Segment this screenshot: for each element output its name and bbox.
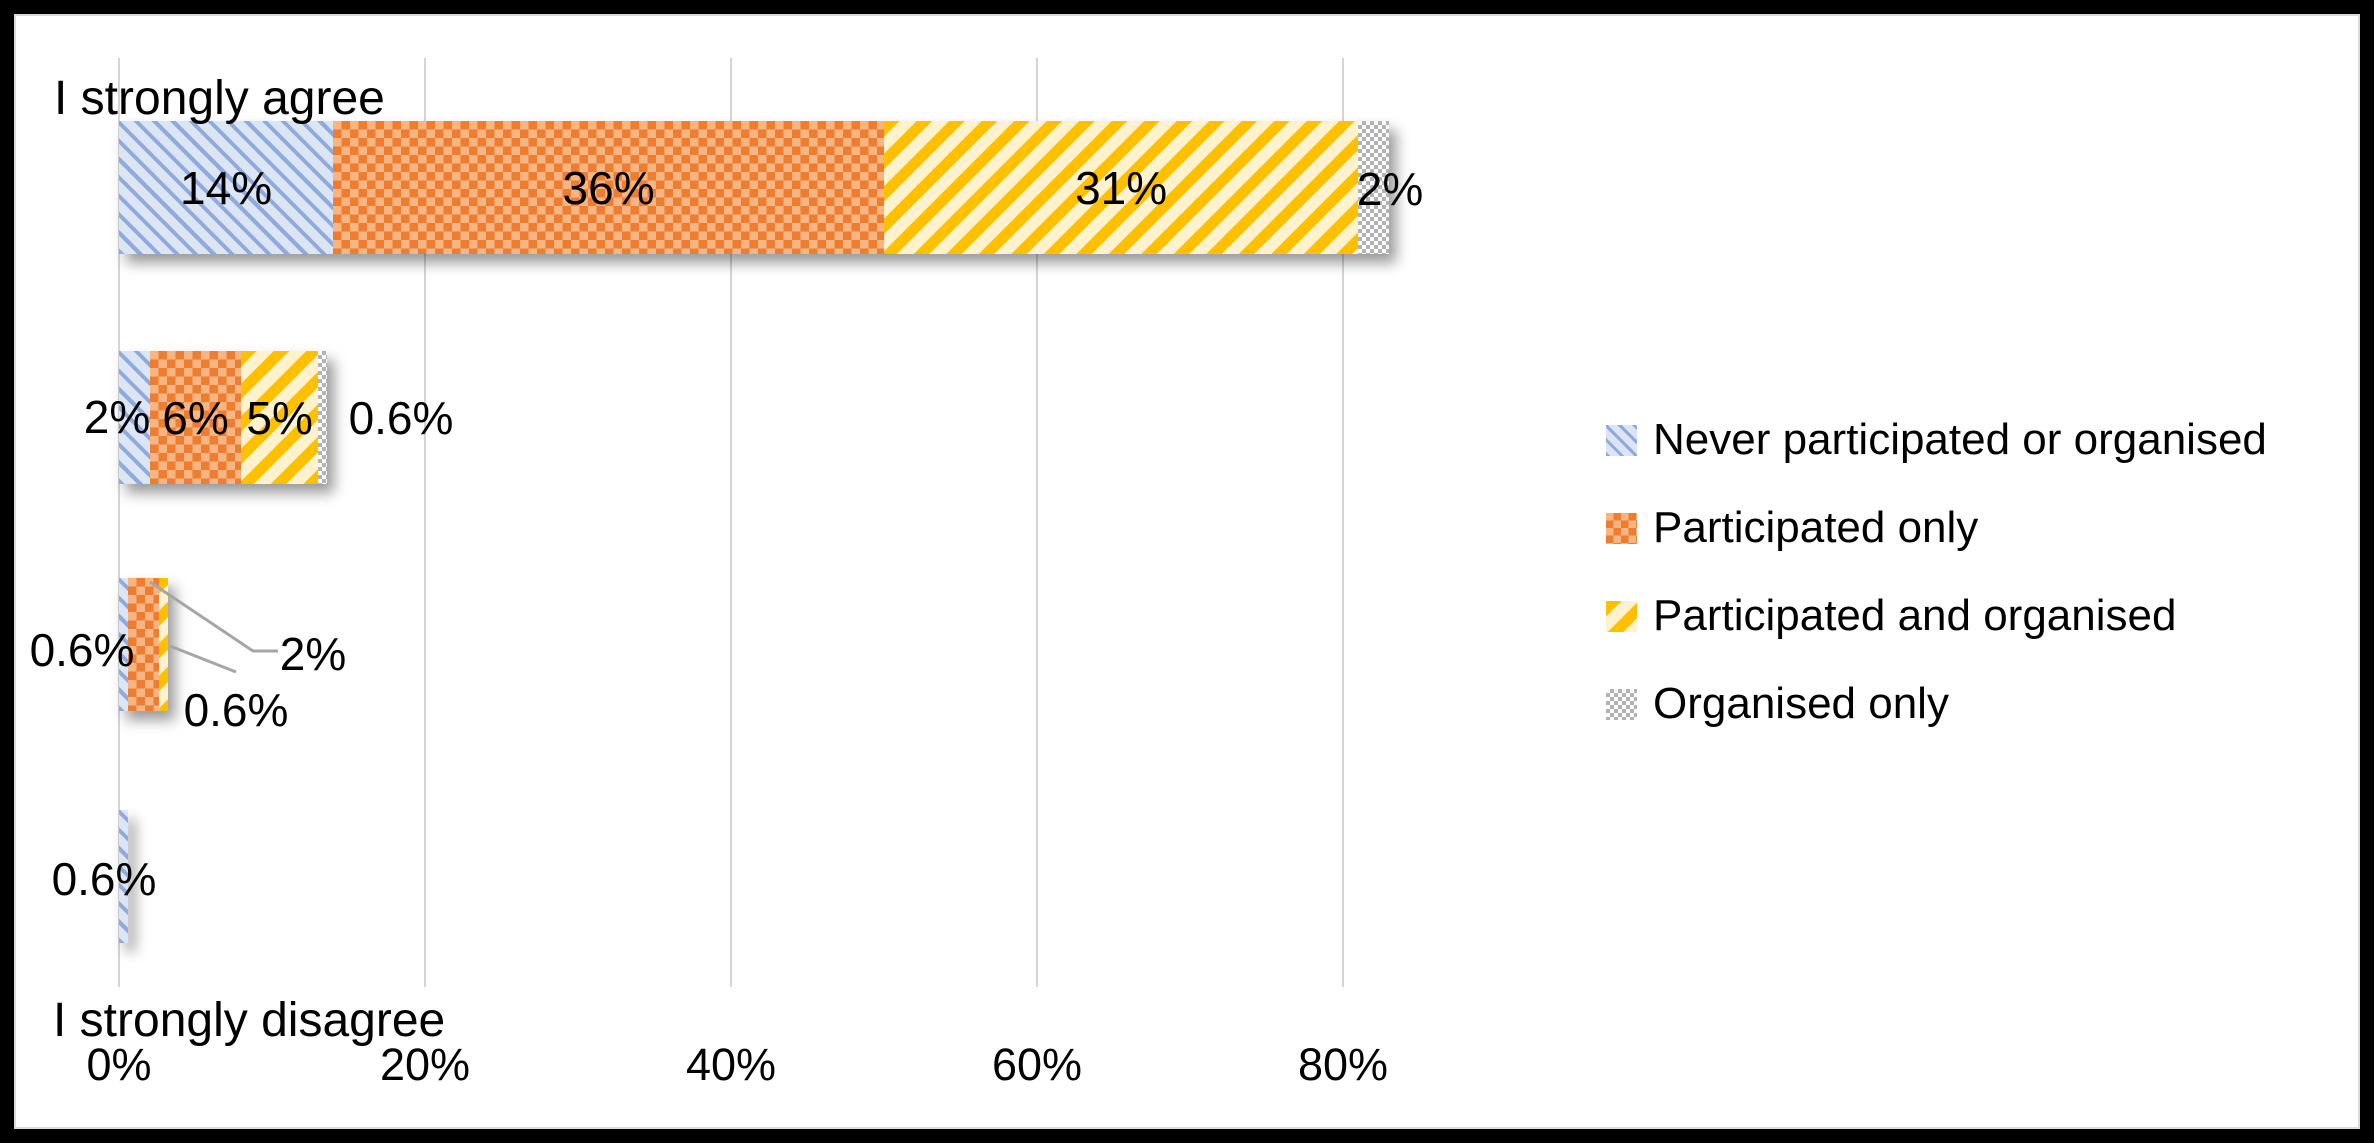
data-label-never-participated-or-organised: 2% xyxy=(83,391,151,443)
legend-swatch-organised-pattern-icon xyxy=(1606,688,1637,720)
data-label-participated-and-organised: 5% xyxy=(246,391,313,444)
data-label-participated-and-organised: 31% xyxy=(1075,161,1168,214)
bar-segment-participated-and-organised xyxy=(883,121,1359,254)
bar-row-1 xyxy=(119,121,1389,254)
legend-swatch-partorg-pattern-icon xyxy=(1606,600,1637,632)
legend-item-organised-only: Organised only xyxy=(1606,660,2267,748)
bar-segment-never-participated-or-organised xyxy=(119,121,334,254)
gridline-20% xyxy=(424,58,426,987)
legend-label: Participated and organised xyxy=(1653,591,2177,640)
legend-swatch-participated-pattern-icon xyxy=(1606,512,1637,544)
legend-label: Organised only xyxy=(1653,679,1949,728)
x-axis-tick-label: 0% xyxy=(86,1039,152,1090)
legend-item-participated-and-organised: Participated and organised xyxy=(1606,572,2267,660)
category-label-bottom: I strongly disagree xyxy=(53,994,446,1047)
bar-segment-participated-only xyxy=(333,121,884,254)
legend-label: Never participated or organised xyxy=(1653,415,2267,464)
legend-item-participated-only: Participated only xyxy=(1606,484,2267,572)
x-axis-tick-label: 40% xyxy=(685,1039,777,1090)
gridline-40% xyxy=(730,58,732,987)
chart-area-border xyxy=(14,14,2360,1129)
category-label-top: I strongly agree xyxy=(54,72,385,125)
gridline-60% xyxy=(1036,58,1038,987)
data-label-organised-only: 0.6% xyxy=(348,392,454,444)
x-axis-tick-label: 60% xyxy=(991,1039,1083,1090)
data-label-participated-and-organised: 0.6% xyxy=(183,684,289,736)
data-label-never-participated-or-organised: 0.6% xyxy=(29,624,135,676)
data-label-never-participated-or-organised: 14% xyxy=(180,161,273,214)
bar-segment-organised-only xyxy=(1358,121,1389,254)
bar-row-4 xyxy=(119,810,129,943)
bar-segment-participated-and-organised xyxy=(158,578,168,711)
bar-segment-organised-only xyxy=(317,351,328,484)
gridline-80% xyxy=(1342,58,1344,987)
x-axis-tick-label: 20% xyxy=(379,1039,471,1090)
bar-row-2 xyxy=(119,351,328,484)
data-label-never-participated-or-organised: 0.6% xyxy=(51,853,157,905)
bar-segment-never-participated-or-organised xyxy=(119,810,129,943)
bar-segment-participated-only xyxy=(149,351,242,484)
x-axis-tick-label: 80% xyxy=(1297,1039,1389,1090)
gridline-0% xyxy=(118,58,120,987)
legend-label: Participated only xyxy=(1653,503,1979,552)
data-label-participated-only: 2% xyxy=(279,628,347,680)
bar-segment-never-participated-or-organised xyxy=(119,351,150,484)
legend-item-never-participated-or-organised: Never participated or organised xyxy=(1606,396,2267,484)
bar-segment-never-participated-or-organised xyxy=(119,578,129,711)
legend-swatch-never-pattern-icon xyxy=(1606,424,1637,456)
legend: Never participated or organised Participa… xyxy=(1606,396,2267,748)
data-label-participated-only: 6% xyxy=(162,391,229,444)
bar-segment-participated-and-organised xyxy=(241,351,318,484)
data-label-organised-only: 2% xyxy=(1356,163,1424,215)
data-label-participated-only: 36% xyxy=(562,161,655,214)
